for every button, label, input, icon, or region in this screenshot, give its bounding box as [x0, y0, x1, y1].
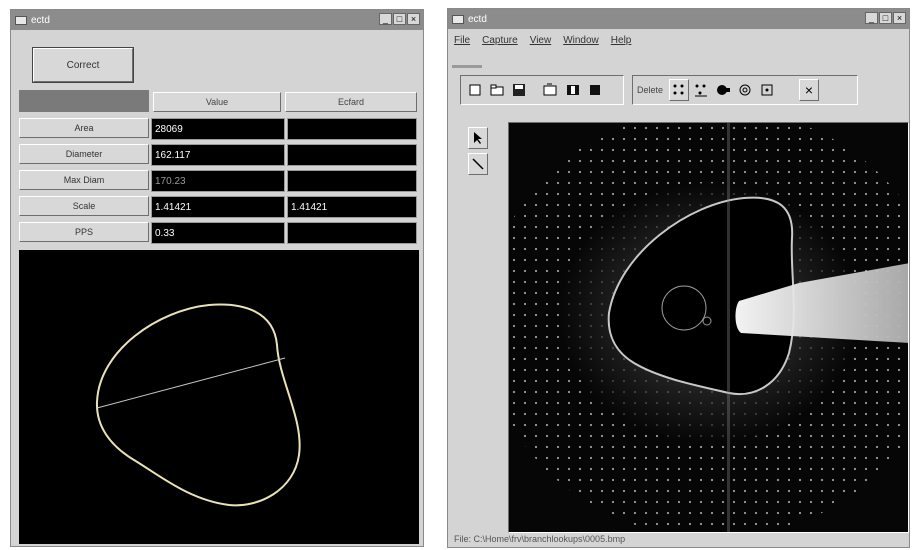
max-diam-extra [287, 170, 417, 192]
ecfard-column-header[interactable]: Ecfard [285, 92, 417, 112]
correct-button[interactable]: Correct [32, 47, 134, 83]
pointer-arrow-icon[interactable] [468, 127, 488, 149]
analysis-tool-group: Delete × [632, 75, 858, 105]
right-title-bar[interactable]: ectd _ □ × [448, 9, 909, 29]
pps-extra [287, 222, 417, 244]
menu-bar: File Capture View Window Help [448, 31, 909, 49]
beam-center-marker [702, 316, 712, 326]
row-label-pps[interactable]: PPS [19, 222, 149, 242]
minimize-button[interactable]: _ [865, 12, 878, 24]
row-label-scale[interactable]: Scale [19, 196, 149, 216]
image-window: ectd _ □ × File Capture View Window Help [447, 8, 910, 548]
diameter-value: 162.117 [151, 144, 285, 166]
diffraction-image-view[interactable] [508, 122, 909, 533]
delete-label[interactable]: Delete [637, 85, 664, 95]
row-label-diameter[interactable]: Diameter [19, 144, 149, 164]
table-corner-header [19, 90, 149, 112]
app-icon [452, 14, 464, 24]
measurement-window: ectd _ □ × Correct Value Ecfard Area 280… [10, 9, 424, 547]
results-table: Value Ecfard Area 28069 Diameter 162.117… [19, 90, 419, 246]
shape-outline-svg [95, 303, 301, 507]
max-diam-value: 170.23 [151, 170, 285, 192]
row-label-max-diam[interactable]: Max Diam [19, 170, 149, 190]
minimize-button[interactable]: _ [379, 13, 392, 25]
close-button[interactable]: × [893, 12, 906, 24]
menu-capture[interactable]: Capture [482, 34, 518, 46]
new-icon[interactable] [465, 79, 485, 101]
box-tool-icon[interactable] [757, 79, 777, 101]
right-window-title: ectd [468, 13, 487, 25]
open-icon[interactable] [487, 79, 507, 101]
diameter-extra [287, 144, 417, 166]
diffraction-pattern-svg [509, 123, 908, 532]
shape-outline-canvas[interactable] [19, 250, 419, 544]
scale-extra: 1.41421 [287, 196, 417, 218]
row-label-area[interactable]: Area [19, 118, 149, 138]
status-file-path: File: C:\Home\frv\branchlookups\0005.bmp [454, 534, 626, 544]
side-tool-palette [468, 127, 490, 175]
menu-help[interactable]: Help [610, 34, 632, 46]
shape-outline [95, 303, 301, 507]
close-tool-icon[interactable]: × [799, 79, 820, 101]
save-icon[interactable] [509, 79, 529, 101]
toolbar: Delete × [460, 71, 860, 107]
area-extra [287, 118, 417, 140]
detector-seam [727, 123, 730, 532]
spot-tool-icon[interactable] [669, 79, 690, 101]
film-icon[interactable] [563, 79, 583, 101]
center-ring [661, 285, 707, 331]
area-value: 28069 [151, 118, 285, 140]
menu-window[interactable]: Window [563, 34, 599, 46]
left-title-bar[interactable]: ectd _ □ × [11, 10, 423, 30]
menu-file[interactable]: File [454, 34, 471, 46]
menu-view[interactable]: View [529, 34, 552, 46]
toolbar-grip[interactable] [452, 65, 482, 68]
app-icon [15, 15, 27, 25]
beamstop-shadow [735, 263, 908, 343]
beamstop-tool-icon[interactable] [713, 79, 733, 101]
stop-icon[interactable] [585, 79, 605, 101]
file-tool-group [460, 75, 624, 105]
multi-spot-tool-icon[interactable] [691, 79, 711, 101]
maximize-button[interactable]: □ [879, 12, 892, 24]
value-column-header[interactable]: Value [153, 92, 281, 112]
status-bar: File: C:\Home\frv\branchlookups\0005.bmp [448, 531, 909, 547]
line-tool-icon[interactable] [468, 153, 488, 175]
scale-value: 1.41421 [151, 196, 285, 218]
maximize-button[interactable]: □ [393, 13, 406, 25]
diameter-line [96, 357, 286, 409]
ring-tool-icon[interactable] [735, 79, 755, 101]
close-button[interactable]: × [407, 13, 420, 25]
left-window-title: ectd [31, 14, 50, 26]
capture-icon[interactable] [541, 79, 561, 101]
pps-value: 0.33 [151, 222, 285, 244]
